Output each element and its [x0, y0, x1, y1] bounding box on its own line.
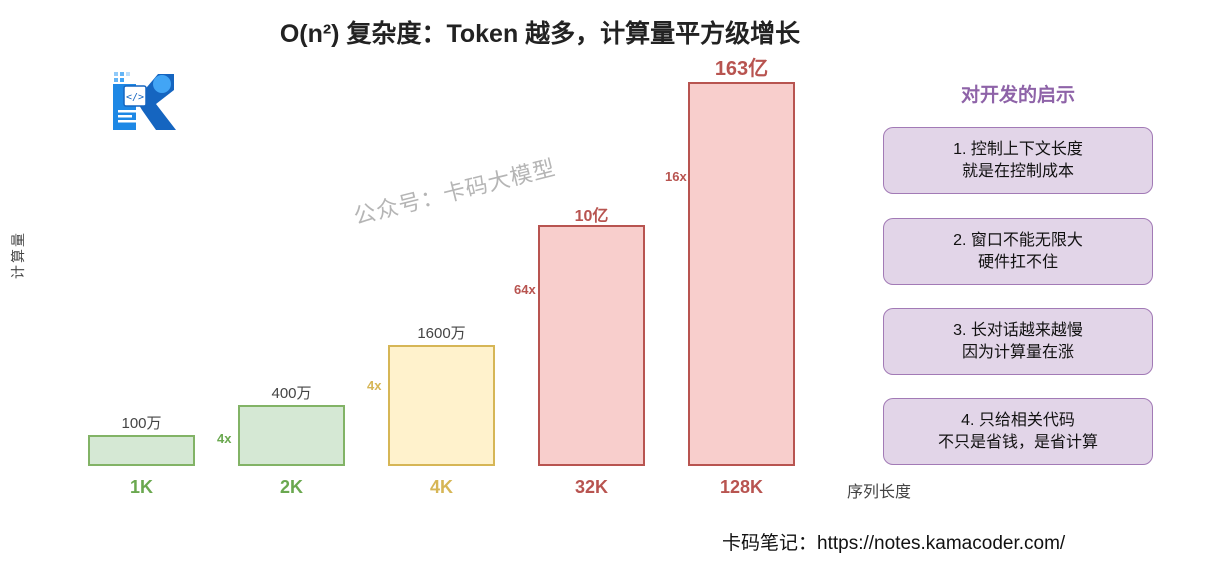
insight-card-4: 4. 只给相关代码 不只是省钱，是省计算 [883, 398, 1153, 465]
x-axis-label: 序列长度 [847, 484, 912, 501]
category-label: 128K [719, 477, 764, 497]
value-label: 400万 [271, 385, 312, 402]
insight-card-line: 2. 窗口不能无限大 [953, 231, 1083, 249]
bar-32k [538, 225, 645, 466]
insight-card-line: 就是在控制成本 [961, 162, 1074, 180]
multiplier-label: 4x [217, 431, 232, 446]
insight-card-line: 不只是省钱，是省计算 [937, 433, 1098, 451]
insight-card-line: 1. 控制上下文长度 [953, 140, 1083, 158]
insight-card-3: 3. 长对话越来越慢 因为计算量在涨 [883, 308, 1153, 375]
category-label: 2K [279, 477, 303, 497]
value-label: 1600万 [417, 325, 466, 342]
category-label: 4K [429, 477, 453, 497]
footer-source: 卡码笔记：https://notes.kamacoder.com/ [722, 533, 1066, 554]
bar-1k [88, 435, 195, 466]
kamacoder-logo-icon: </> [112, 70, 178, 132]
multiplier-label: 4x [367, 378, 382, 393]
bar-2k [238, 405, 345, 466]
insights-panel-title: 对开发的启示 [960, 85, 1075, 106]
bar-4k [388, 345, 495, 466]
category-label: 32K [574, 477, 609, 497]
insight-card-line: 因为计算量在涨 [961, 343, 1074, 361]
insight-card-2: 2. 窗口不能无限大 硬件扛不住 [883, 218, 1153, 285]
insight-card-1: 1. 控制上下文长度 就是在控制成本 [883, 127, 1153, 194]
value-label: 100万 [121, 415, 162, 432]
svg-text:</>: </> [126, 92, 144, 103]
multiplier-label: 16x [665, 169, 687, 184]
multiplier-label: 64x [514, 282, 536, 297]
insight-card-line: 4. 只给相关代码 [961, 411, 1075, 429]
insight-card-line: 3. 长对话越来越慢 [953, 321, 1083, 339]
value-label: 163亿 [714, 58, 769, 80]
chart-title: O(n²) 复杂度：Token 越多，计算量平方级增长 [279, 20, 801, 48]
category-label: 1K [129, 477, 153, 497]
bar-128k [688, 82, 795, 466]
y-axis-label: 计算量 [10, 231, 26, 279]
value-label: 10亿 [574, 208, 609, 225]
insight-card-line: 硬件扛不住 [977, 253, 1058, 271]
watermark-text: 公众号：卡码大模型 [351, 154, 559, 230]
